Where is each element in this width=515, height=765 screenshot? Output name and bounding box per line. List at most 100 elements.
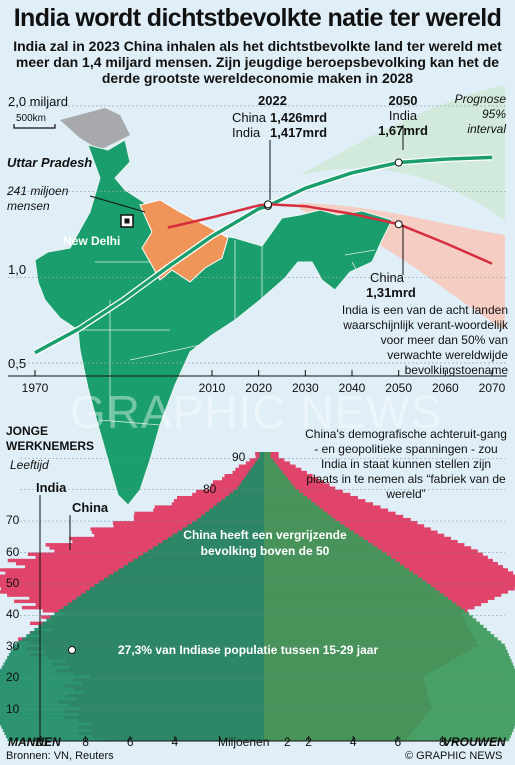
india-population-line bbox=[34, 155, 493, 355]
india-male-bar bbox=[0, 719, 265, 723]
india-male-bar bbox=[205, 511, 264, 516]
india-female-bar bbox=[264, 697, 515, 701]
china-population-line bbox=[167, 203, 493, 265]
india-female-bar bbox=[264, 508, 324, 512]
india-male-bar bbox=[162, 539, 264, 544]
pyramid-x-tick-label: 2 bbox=[305, 735, 312, 749]
pyramid-x-tick-label: 4 bbox=[349, 735, 357, 749]
india-male-bar bbox=[172, 533, 264, 538]
china-female-bar bbox=[264, 511, 396, 516]
watermark: GRAPHIC NEWS bbox=[70, 386, 443, 438]
india-male-bar bbox=[187, 524, 264, 528]
india-female-bar bbox=[264, 505, 320, 509]
china-female-bar bbox=[264, 514, 404, 519]
china-male-bar bbox=[173, 499, 264, 503]
china-male-bar bbox=[112, 521, 264, 525]
china-female-bar bbox=[264, 492, 351, 497]
india-female-bar bbox=[264, 687, 515, 692]
india-male-bar bbox=[10, 649, 265, 654]
pyramid-x-tick-label: 4 bbox=[171, 735, 179, 749]
india-female-bar bbox=[264, 712, 515, 717]
india-male-bar bbox=[233, 489, 264, 494]
x-tick-label: 2060 bbox=[431, 381, 459, 395]
india-female-bar bbox=[264, 665, 515, 670]
india-female-bar bbox=[264, 734, 511, 739]
india-male-bar bbox=[0, 703, 265, 707]
india-male-bar bbox=[113, 571, 264, 575]
india-male-bar bbox=[38, 624, 264, 629]
age-tick-label: 50 bbox=[6, 575, 20, 590]
india-female-bar bbox=[264, 514, 332, 519]
india-male-bar bbox=[118, 568, 264, 572]
india-female-bar bbox=[264, 649, 508, 654]
line-chart bbox=[33, 154, 493, 356]
uttar-pradesh-leader bbox=[89, 195, 146, 213]
india-male-bar bbox=[1, 665, 264, 670]
china-female-bar bbox=[264, 464, 296, 469]
india-female-bar bbox=[264, 627, 487, 632]
state-boundaries bbox=[80, 240, 263, 426]
india-male-bar bbox=[239, 483, 264, 487]
india-male-bar bbox=[0, 681, 265, 685]
india-female-bar bbox=[264, 596, 448, 600]
new-delhi-label: New Delhi bbox=[63, 234, 121, 248]
age-tick-label: 30 bbox=[6, 638, 20, 653]
india-male-bar bbox=[241, 480, 264, 484]
india-point-2050 bbox=[394, 158, 403, 167]
india-female-bar bbox=[264, 536, 364, 541]
india-female-bar bbox=[264, 609, 465, 613]
india-male-bar bbox=[76, 596, 265, 600]
india-pyramid-label: India bbox=[36, 480, 67, 495]
y-tick-2-0: 2,0 miljard bbox=[8, 94, 68, 109]
india-female-bar bbox=[264, 499, 312, 503]
india-male-bar bbox=[229, 492, 264, 497]
india-female-bar bbox=[264, 621, 480, 626]
china-male-bar bbox=[134, 511, 264, 516]
india-male-bar bbox=[237, 486, 264, 490]
india-female-bar bbox=[264, 631, 491, 635]
india-male-bar bbox=[225, 495, 264, 500]
india-female-bar bbox=[264, 725, 515, 729]
india-female-bar bbox=[264, 693, 515, 698]
india-male-bar bbox=[197, 517, 264, 522]
india-male-bar bbox=[30, 631, 264, 635]
china-aging-note: China heeft een vergrijzende bevolking b… bbox=[183, 528, 347, 558]
india-female-bar bbox=[264, 517, 336, 522]
india-female-bar bbox=[264, 452, 271, 456]
india-female-bar bbox=[264, 640, 502, 644]
india-female-bar bbox=[264, 659, 512, 663]
india-male-bar bbox=[63, 605, 264, 610]
age-tick-label: 10 bbox=[6, 701, 20, 716]
india-male-bar bbox=[67, 602, 264, 607]
india-male-bar bbox=[46, 618, 264, 622]
india-male-bar bbox=[213, 505, 264, 509]
value-china-2050: 1,31mrd bbox=[366, 285, 416, 300]
china-female-bar bbox=[264, 458, 285, 462]
india-female-bar bbox=[264, 703, 515, 707]
india-female-bar bbox=[264, 684, 515, 688]
india-female-bar bbox=[264, 527, 350, 531]
china-male-bar bbox=[224, 473, 264, 478]
china-male-bar bbox=[177, 495, 264, 500]
india-female-bar bbox=[264, 546, 378, 550]
india-male-bar bbox=[152, 546, 264, 550]
china-male-bar bbox=[154, 505, 264, 509]
india-female-bar bbox=[264, 719, 515, 723]
india-male-bar bbox=[85, 590, 264, 594]
growth-note: India is een van de acht landen waarschi… bbox=[341, 303, 508, 377]
india-male-bar bbox=[0, 709, 264, 714]
china-female-bar bbox=[264, 517, 411, 522]
india-female-bar bbox=[264, 483, 293, 487]
china-male-bar bbox=[45, 543, 264, 547]
india-male-bar bbox=[133, 558, 264, 563]
india-female-bar bbox=[264, 731, 512, 736]
india-female-bar bbox=[264, 681, 515, 685]
india-male-bar bbox=[167, 536, 264, 541]
india-male-bar bbox=[138, 555, 264, 560]
india-male-bar bbox=[7, 656, 264, 660]
india-male-bar bbox=[148, 549, 264, 553]
age-tick-label: 20 bbox=[6, 670, 20, 685]
india-female-bar bbox=[264, 643, 505, 648]
x-tick-label: 2030 bbox=[291, 381, 319, 395]
india-female-bar bbox=[264, 502, 316, 506]
